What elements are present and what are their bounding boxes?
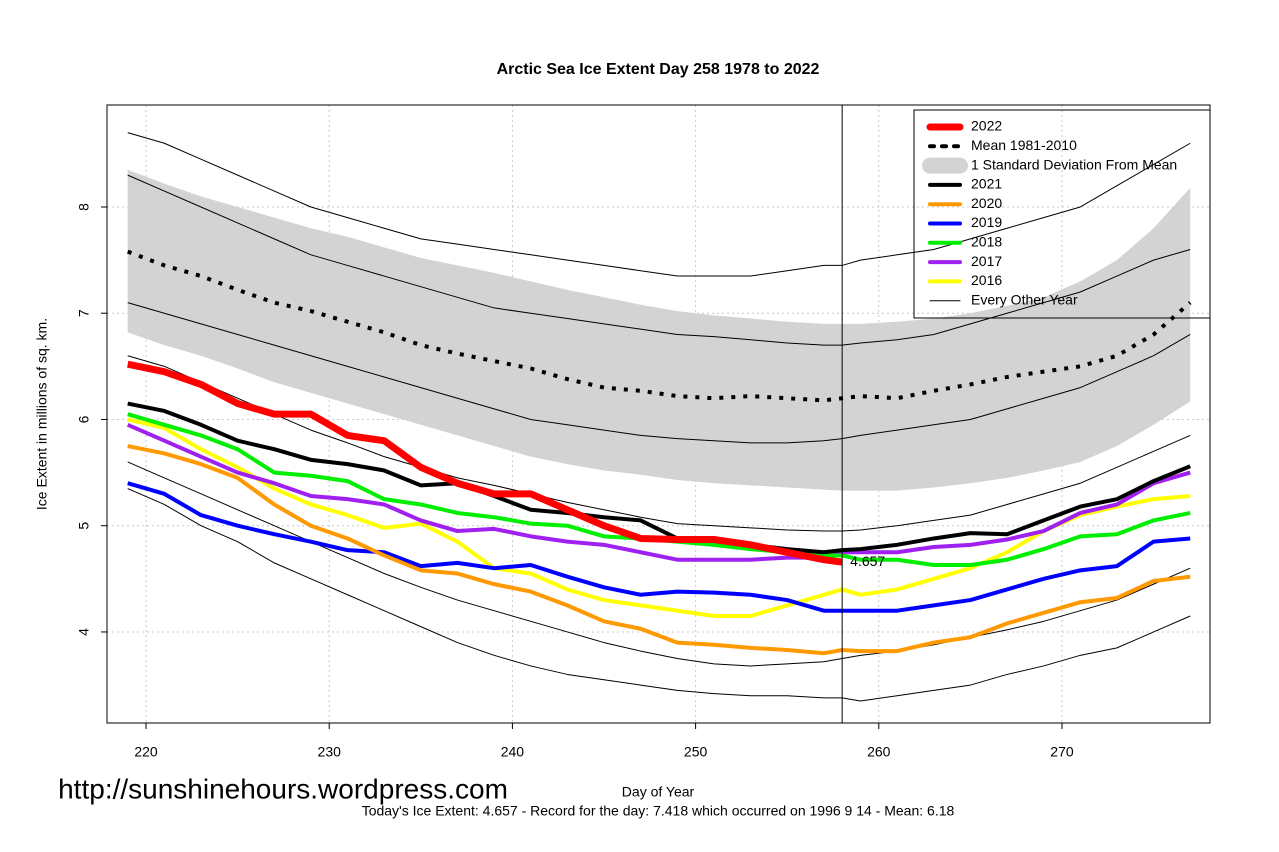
y-tick-label: 8 — [76, 203, 92, 211]
std-band — [127, 169, 1191, 491]
series-line — [127, 417, 1191, 619]
y-tick-label: 6 — [76, 415, 92, 423]
y-tick-label: 5 — [76, 522, 92, 530]
other-year-line — [127, 302, 1191, 444]
x-tick-label: 250 — [684, 744, 708, 760]
legend-box — [913, 109, 1211, 319]
plot — [107, 105, 1210, 723]
legend-label: 2019 — [971, 214, 1002, 230]
other-year-line — [127, 355, 1191, 532]
legend-label: 2020 — [971, 195, 1002, 211]
x-tick-label: 220 — [134, 744, 158, 760]
series-line — [126, 422, 1191, 562]
watermark: http://sunshinehours.wordpress.com — [58, 773, 508, 804]
legend: 2022 Mean 1981-2010 1 Standard Deviation F… — [913, 109, 1211, 319]
y-tick-label: 4 — [76, 628, 92, 636]
x-axis-label: Day of Year — [622, 784, 695, 800]
legend-label: 2016 — [971, 272, 1002, 288]
series-line — [126, 249, 1192, 403]
y-tick-label: 7 — [76, 309, 92, 317]
legend-label: 2022 — [971, 118, 1002, 134]
legend-label: Every Other Year — [971, 291, 1078, 307]
x-tick-label: 270 — [1050, 744, 1074, 760]
other-year-line — [127, 488, 1191, 702]
x-tick-label: 240 — [501, 744, 525, 760]
annotation: 4.657 — [850, 553, 885, 569]
other-year-line — [127, 132, 1191, 277]
y-axis-label: Ice Extent in millions of sq. km. — [34, 318, 50, 510]
x-tick-label: 230 — [318, 744, 342, 760]
chart-title: Arctic Sea Ice Extent Day 258 1978 to 20… — [497, 61, 820, 78]
series-line — [127, 481, 1191, 613]
legend-label: Mean 1981-2010 — [971, 137, 1077, 153]
footer: Today's Ice Extent: 4.657 - Record for t… — [362, 803, 955, 819]
legend-label: 2018 — [971, 234, 1002, 250]
legend-label: 1 Standard Deviation From Mean — [971, 156, 1177, 172]
series-line — [127, 444, 1191, 656]
series-line — [127, 360, 843, 566]
x-tick-label: 260 — [867, 744, 891, 760]
plot-frame — [106, 104, 1211, 724]
other-year-line — [127, 174, 1191, 346]
legend-label: 2021 — [971, 176, 1002, 192]
legend-label: 2017 — [971, 253, 1002, 269]
